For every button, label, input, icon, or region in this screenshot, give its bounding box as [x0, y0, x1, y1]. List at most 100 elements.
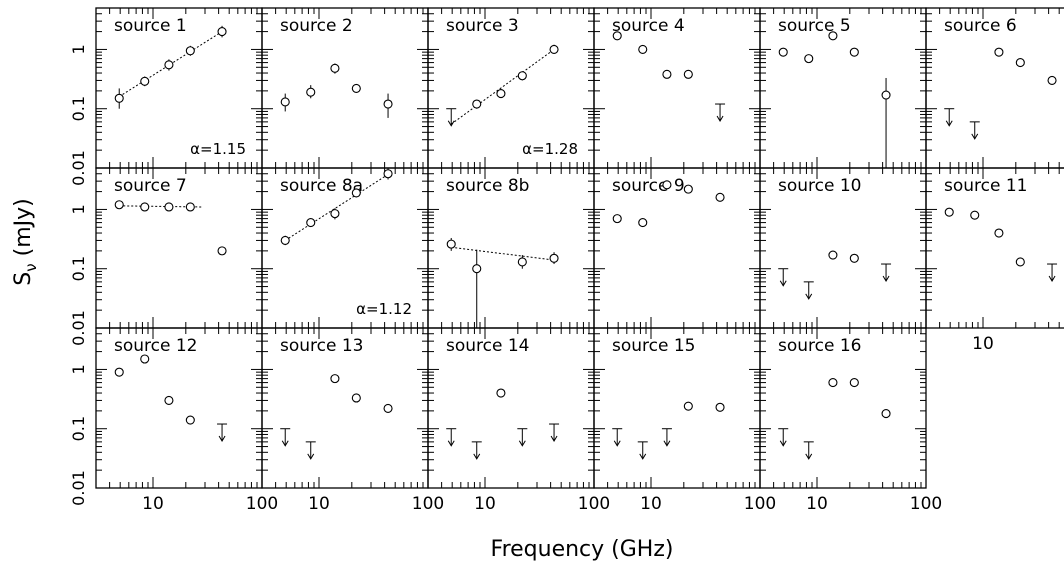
- panel-label: source 16: [778, 336, 862, 356]
- x-tick-label: 10: [806, 494, 828, 514]
- data-point: [994, 228, 1004, 238]
- panel-label: source 9: [612, 176, 685, 196]
- data-point: [881, 409, 891, 419]
- upper-limit-arrow: [805, 453, 813, 460]
- data-point: [330, 374, 340, 384]
- data-point: [330, 209, 340, 219]
- data-point: [472, 99, 482, 109]
- panel-label: source 10: [778, 176, 862, 196]
- y-tick-label: 0.01: [69, 150, 88, 186]
- panel-label: source 11: [944, 176, 1028, 196]
- data-point: [970, 210, 980, 220]
- panel-label: source 15: [612, 336, 696, 356]
- panel-label: source 12: [114, 336, 198, 356]
- panel-label: source 13: [280, 336, 364, 356]
- data-point: [662, 180, 672, 190]
- y-tick-label: 0.01: [69, 470, 88, 506]
- x-tick-label: 10: [640, 494, 662, 514]
- data-point: [185, 202, 195, 212]
- panel: source 3 α=1.28: [427, 7, 595, 169]
- data-point: [683, 184, 693, 194]
- upper-limit-arrow: [639, 453, 647, 460]
- upper-limit-arrow: [805, 293, 813, 300]
- data-point: [280, 97, 290, 107]
- panel-label: source 8a: [280, 176, 363, 196]
- x-tick-label: 100: [744, 494, 776, 514]
- data-point: [280, 235, 290, 245]
- panel: 0.01 0.1 1 source 1 α=1.15: [69, 7, 263, 186]
- alpha-label: α=1.28: [522, 140, 578, 158]
- x-tick-label: 100: [412, 494, 444, 514]
- panel: 0.01 0.1 1 10 100 source 12: [69, 327, 278, 514]
- panel-label: source 1: [114, 16, 187, 36]
- panel-frame: [925, 167, 1064, 329]
- upper-limit-arrow: [716, 115, 724, 122]
- panel-label: source 14: [446, 336, 530, 356]
- data-point: [683, 69, 693, 79]
- data-point: [662, 69, 672, 79]
- data-point: [849, 253, 859, 263]
- upper-limit-arrow: [882, 275, 890, 282]
- data-point: [114, 200, 124, 210]
- panel: 10 100 source 16: [759, 327, 942, 514]
- panel-label: source 5: [778, 16, 851, 36]
- y-axis-label-unit: (mJy): [11, 198, 36, 263]
- data-point: [715, 402, 725, 412]
- data-point: [549, 44, 559, 54]
- data-point: [1047, 75, 1057, 85]
- data-point: [383, 403, 393, 413]
- fit-line: [450, 49, 555, 125]
- data-point: [612, 31, 622, 41]
- upper-limit-arrow: [613, 440, 621, 447]
- upper-limit-arrow: [447, 120, 455, 127]
- panel-label: source 4: [612, 16, 685, 36]
- data-point: [140, 76, 150, 86]
- data-point: [683, 401, 693, 411]
- x-tick-label: 10: [142, 494, 164, 514]
- data-point: [849, 378, 859, 388]
- data-point: [496, 89, 506, 99]
- data-point: [638, 218, 648, 228]
- data-point: [638, 44, 648, 54]
- panel-label: source 7: [114, 176, 187, 196]
- data-point: [140, 354, 150, 364]
- upper-limit-arrow: [1048, 275, 1056, 282]
- panel: 0.01 0.1 1 source 7: [69, 167, 263, 346]
- data-point: [517, 71, 527, 81]
- upper-limit-arrow: [550, 435, 558, 442]
- x-tick-label: 100: [910, 494, 942, 514]
- data-point: [164, 202, 174, 212]
- data-point: [217, 246, 227, 256]
- fit-line: [451, 246, 555, 261]
- panel-label: source 2: [280, 16, 353, 36]
- y-axis-label-sub: ν: [22, 263, 40, 271]
- x-tick-label: 10: [972, 334, 994, 354]
- panel: 10 100 source 15: [593, 327, 776, 514]
- y-tick-label: 0.1: [69, 416, 88, 441]
- x-tick-label: 100: [578, 494, 610, 514]
- data-point: [778, 47, 788, 57]
- upper-limit-arrow: [473, 453, 481, 460]
- data-point: [306, 87, 316, 97]
- data-point: [881, 90, 891, 100]
- upper-limit-arrow: [779, 280, 787, 287]
- y-tick-label: 0.01: [69, 310, 88, 346]
- data-point: [185, 46, 195, 56]
- panel-label: source 6: [944, 16, 1017, 36]
- data-point: [517, 257, 527, 267]
- alpha-label: α=1.15: [190, 140, 246, 158]
- data-point: [330, 63, 340, 73]
- panel: source 2: [261, 7, 429, 169]
- data-point: [140, 202, 150, 212]
- panel: source 5: [759, 7, 927, 169]
- upper-limit-arrow: [281, 440, 289, 447]
- data-point: [351, 393, 361, 403]
- data-point: [472, 264, 482, 274]
- data-point: [944, 207, 954, 217]
- panel: 10 100 source 13: [261, 327, 444, 514]
- upper-limit-arrow: [307, 453, 315, 460]
- data-point: [383, 99, 393, 109]
- alpha-label: α=1.12: [356, 300, 412, 318]
